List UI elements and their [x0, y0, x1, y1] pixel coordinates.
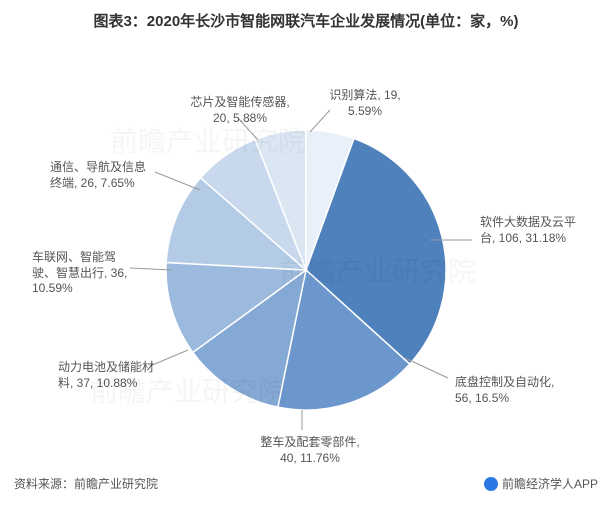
leader-line [405, 358, 448, 378]
slice-label: 通信、导航及信息终端, 26, 7.65% [50, 160, 180, 191]
slice-label: 整车及配套零部件,40, 11.76% [245, 435, 375, 466]
slice-label: 识别算法, 19,5.59% [310, 88, 420, 119]
slice-label: 芯片及智能传感器,20, 5.88% [170, 95, 310, 126]
slice-label: 软件大数据及云平台, 106, 31.18% [480, 215, 600, 246]
source-text: 资料来源：前瞻产业研究院 [14, 475, 158, 492]
slice-label: 底盘控制及自动化,56, 16.5% [455, 375, 585, 406]
pie-chart: 软件大数据及云平台, 106, 31.18% 底盘控制及自动化,56, 16.5%… [0, 40, 612, 460]
slice-label: 车联网、智能驾驶、智慧出行, 36,10.59% [32, 250, 162, 297]
logo-icon [484, 477, 498, 491]
chart-title: 图表3：2020年长沙市智能网联汽车企业发展情况(单位：家，%) [0, 0, 612, 31]
chart-footer: 资料来源：前瞻产业研究院 前瞻经济学人APP [14, 475, 598, 492]
app-credit: 前瞻经济学人APP [484, 475, 598, 492]
slice-label: 动力电池及储能材料, 37, 10.88% [58, 360, 188, 391]
app-credit-text: 前瞻经济学人APP [502, 475, 598, 492]
